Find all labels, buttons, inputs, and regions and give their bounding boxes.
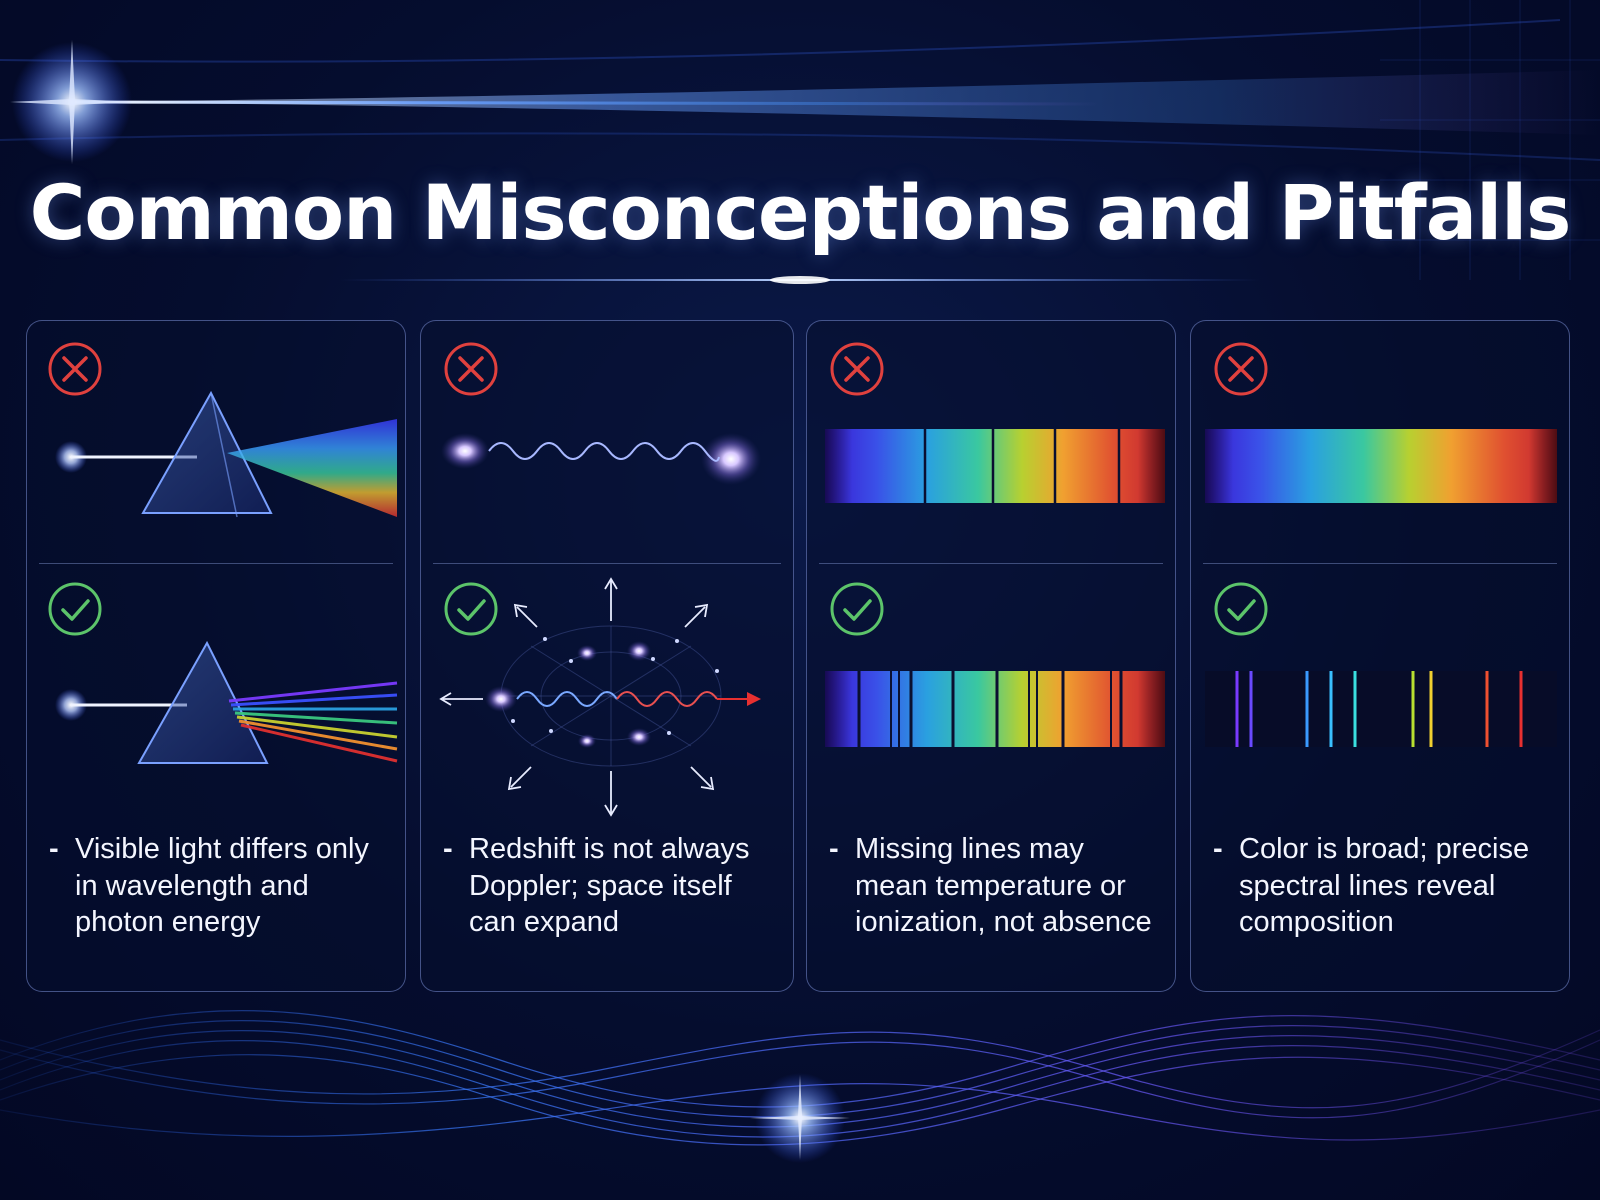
prism-illustration	[48, 342, 398, 764]
wrong-icon	[444, 342, 498, 396]
right-icon	[1214, 582, 1268, 636]
card-divider	[819, 563, 1163, 564]
note-text: Missing lines may mean temperature or io…	[855, 833, 1152, 938]
note-text: Color is broad; precise spectral lines r…	[1239, 833, 1530, 938]
note-dash: -	[443, 833, 453, 865]
emission-illustration	[1205, 342, 1557, 747]
right-icon	[48, 582, 102, 636]
card-note: - Redshift is not always Doppler; space …	[443, 831, 779, 941]
wrong-icon	[1214, 342, 1268, 396]
note-text: Visible light differs only in wavelength…	[75, 833, 369, 938]
wrong-icon	[830, 342, 884, 396]
misconception-card-prism: - Visible light differs only in waveleng…	[26, 320, 406, 992]
note-dash: -	[49, 833, 59, 865]
card-divider	[433, 563, 781, 564]
right-icon	[444, 582, 498, 636]
wrong-icon	[48, 342, 102, 396]
note-dash: -	[829, 833, 839, 865]
misconception-card-absorption: - Missing lines may mean temperature or …	[806, 320, 1176, 992]
page-title: Common Misconceptions and Pitfalls	[29, 168, 1572, 257]
card-divider	[1203, 563, 1557, 564]
card-divider	[39, 563, 393, 564]
card-note: - Color is broad; precise spectral lines…	[1213, 831, 1555, 941]
card-note: - Visible light differs only in waveleng…	[49, 831, 391, 941]
absorption-illustration	[825, 342, 1165, 747]
note-dash: -	[1213, 833, 1223, 865]
card-note: - Missing lines may mean temperature or …	[829, 831, 1161, 941]
misconception-card-emission: - Color is broad; precise spectral lines…	[1190, 320, 1570, 992]
note-text: Redshift is not always Doppler; space it…	[469, 833, 750, 938]
redshift-illustration	[439, 342, 761, 817]
right-icon	[830, 582, 884, 636]
misconception-card-redshift: - Redshift is not always Doppler; space …	[420, 320, 794, 992]
